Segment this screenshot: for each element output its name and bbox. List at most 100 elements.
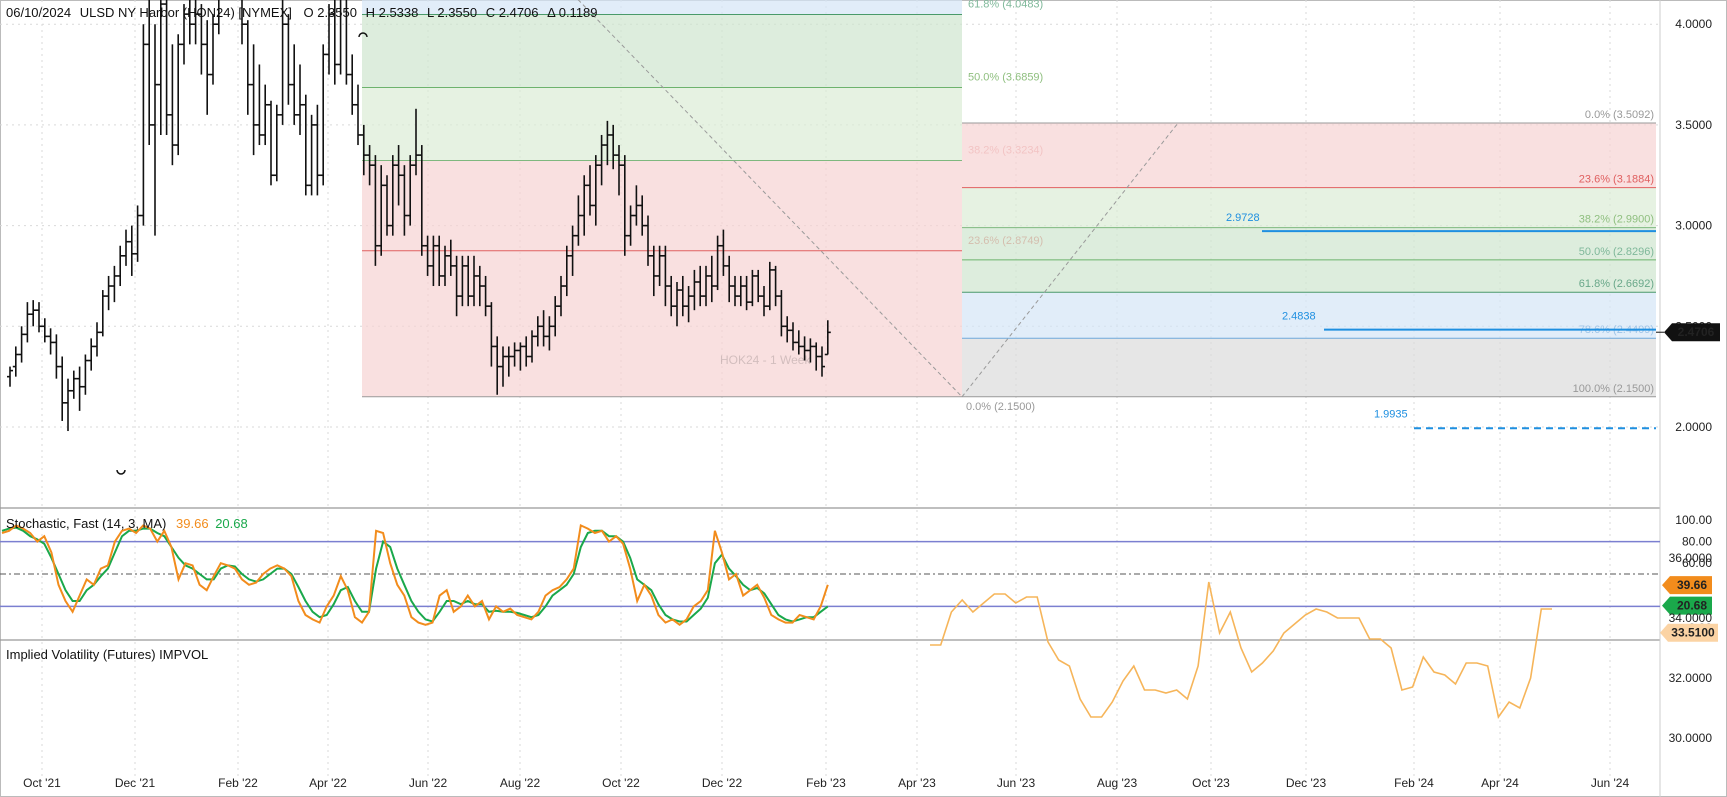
- ohlc-bar: [604, 120, 611, 166]
- stoch-header: Stochastic, Fast (14, 3, MA) 39.66 20.68: [6, 516, 248, 531]
- ohlc-bar: [314, 104, 321, 196]
- ohlc-bar: [181, 4, 187, 65]
- stoch-k-value: 39.66: [176, 516, 209, 531]
- ohlc-bar: [476, 265, 483, 307]
- ohlc-bar: [679, 275, 686, 317]
- grid: [0, 0, 1660, 778]
- ohlc-bar: [331, 0, 338, 85]
- ohlc-bar: [41, 318, 48, 343]
- ohlc-bar: [732, 275, 738, 307]
- fib2-level-label: 0.0% (3.5092): [1585, 109, 1654, 121]
- ohlc-bar: [546, 316, 553, 351]
- ohlc-bar: [453, 255, 460, 317]
- ohlc-bar: [662, 245, 669, 307]
- ohlc-bar: [801, 336, 808, 361]
- ohlc-bar: [517, 342, 524, 371]
- x-tick-label: Apr '23: [898, 776, 936, 790]
- ohlc-bar: [215, 0, 220, 35]
- watermark: HOK24 - 1 Week: [720, 353, 811, 367]
- ohlc-bar: [30, 300, 37, 327]
- ohlc-bar: [540, 310, 547, 347]
- header-date: 06/10/2024: [6, 5, 71, 20]
- ohlc-bar: [111, 265, 118, 303]
- ohlc-bar: [76, 366, 83, 411]
- ohlc-bar: [140, 24, 147, 226]
- iv-tag-label: 33.5100: [1671, 626, 1715, 640]
- iv-tag: [1660, 623, 1718, 642]
- ohlc-bar: [749, 269, 756, 307]
- ohlc-bar: [813, 342, 820, 371]
- ohlc-bar: [552, 296, 559, 337]
- ohlc-bar: [685, 286, 692, 323]
- ohlc-bar: [505, 346, 512, 377]
- iv-tick-label: 34.0000: [1669, 611, 1713, 625]
- price-tick-label: 3.5000: [1675, 118, 1712, 132]
- x-tick-label: Apr '22: [309, 776, 347, 790]
- ohlc-bar: [471, 255, 477, 307]
- ohlc-bar: [418, 145, 425, 256]
- ohlc-bar: [241, 0, 245, 45]
- iv-panel[interactable]: [930, 581, 1552, 719]
- support-label: 2.4838: [1282, 311, 1316, 323]
- ohlc-bar: [24, 302, 31, 343]
- ohlc-bar: [755, 269, 762, 303]
- x-tick-label: Oct '21: [23, 776, 61, 790]
- ohlc-bar: [569, 225, 576, 276]
- ohlc-bar: [210, 14, 216, 85]
- ohlc-bar: [674, 281, 680, 327]
- ohlc-bar: [326, 4, 332, 75]
- fib1-band: [362, 160, 962, 251]
- ohlc-bar: [169, 44, 176, 166]
- ohlc-bar: [175, 34, 182, 156]
- fib1-trend-line: [577, 0, 963, 398]
- ohlc-bar: [279, 0, 286, 125]
- stoch-title: Stochastic, Fast (14, 3, MA): [6, 516, 166, 531]
- price-bars[interactable]: [7, 0, 831, 432]
- fib2-level-label: 38.2% (2.9900): [1579, 214, 1654, 226]
- ohlc-bar: [360, 124, 367, 176]
- resistance-label: 2.9728: [1226, 212, 1260, 224]
- x-tick-label: Jun '24: [1591, 776, 1630, 790]
- ohlc-bar: [389, 155, 396, 236]
- ohlc-bar: [708, 255, 715, 303]
- ohlc-bar: [82, 354, 89, 395]
- iv-title: Implied Volatility (Futures) IMPVOL: [6, 647, 208, 662]
- ohlc-bar: [105, 275, 112, 311]
- header-high: H 2.5338: [366, 5, 419, 20]
- ohlc-bar: [511, 342, 518, 367]
- swing-low-marker: [116, 469, 126, 475]
- last-price-label: 2.4706: [1678, 325, 1715, 339]
- fib2-band: [962, 123, 1656, 188]
- trend-lines: [577, 0, 1179, 398]
- ohlc-bar: [128, 225, 135, 276]
- fib-retracements: 100.0% (5.2217)78.6% (4.5644)61.8% (4.04…: [362, 0, 1656, 413]
- stochastic-panel[interactable]: [0, 523, 1660, 627]
- fib1-band: [362, 250, 962, 397]
- price-tick-label: 3.0000: [1675, 219, 1712, 233]
- ohlc-bar: [308, 114, 315, 196]
- stoch-k-tag: [1662, 576, 1712, 595]
- x-tick-label: Apr '24: [1481, 776, 1519, 790]
- ohlc-bar: [337, 0, 342, 75]
- ohlc-bar: [99, 290, 106, 337]
- ohlc-bar: [529, 330, 535, 363]
- ohlc-bar: [610, 124, 617, 170]
- x-tick-label: Jun '22: [409, 776, 448, 790]
- last-price-tag: [1664, 323, 1720, 342]
- stoch-d-tag: [1662, 596, 1712, 615]
- ohlc-bar: [691, 269, 698, 311]
- ohlc-bar: [291, 44, 298, 125]
- stoch-d-tag-label: 20.68: [1677, 599, 1707, 613]
- ohlc-bar: [186, 0, 193, 45]
- fib2-trend-line: [961, 122, 1179, 398]
- ohlc-bar: [378, 165, 385, 256]
- ohlc-bar: [534, 316, 541, 347]
- ohlc-bar: [70, 370, 77, 399]
- ohlc-bar: [465, 255, 472, 307]
- ohlc-bar: [766, 261, 773, 311]
- header-low: L 2.3550: [427, 5, 477, 20]
- x-tick-label: Feb '24: [1394, 776, 1434, 790]
- ohlc-bar: [778, 290, 785, 337]
